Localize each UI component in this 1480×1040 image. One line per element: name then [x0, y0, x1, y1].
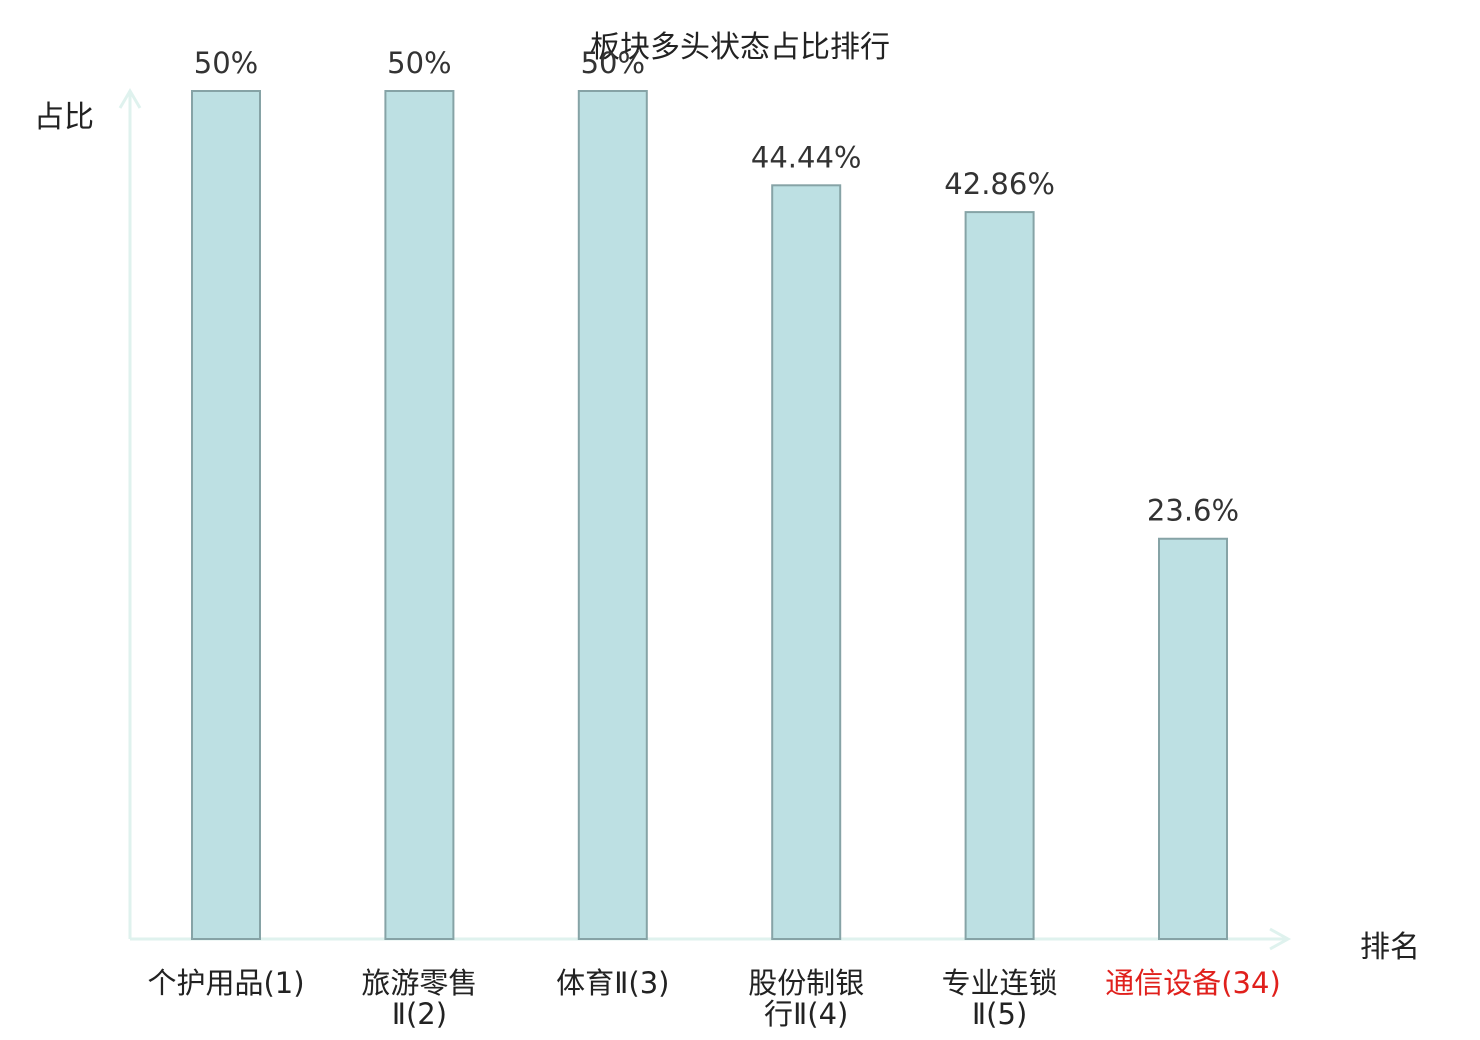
data-label: 44.44% [751, 140, 862, 174]
y-axis-arrow [118, 88, 142, 109]
bar [1158, 537, 1228, 941]
x-axis-arrow [1269, 927, 1292, 951]
x-axis-label: 排名 [1360, 930, 1420, 965]
tick-label: 股份制银行Ⅱ(4) [748, 966, 864, 1031]
data-label: 50% [581, 46, 645, 80]
tick-label: 专业连锁 Ⅱ(5) [942, 966, 1058, 1031]
bar [577, 90, 648, 940]
bar [384, 90, 455, 940]
tick-label: 旅游零售 Ⅱ(2) [361, 966, 477, 1031]
y-axis-label: 占比 [34, 100, 94, 135]
tick-label: 个护用品(1) [147, 966, 304, 1000]
data-label: 50% [387, 46, 451, 80]
tick-label: 体育Ⅱ(3) [556, 966, 669, 1000]
data-label: 23.6% [1147, 494, 1239, 528]
chart-title: 板块多头状态占比排行 [590, 30, 890, 65]
data-label: 50% [194, 46, 258, 80]
bar [964, 211, 1035, 940]
tick-label: 通信设备(34) [1105, 966, 1281, 1000]
bar [771, 184, 842, 940]
bar [191, 90, 261, 940]
data-label: 42.86% [944, 167, 1055, 201]
